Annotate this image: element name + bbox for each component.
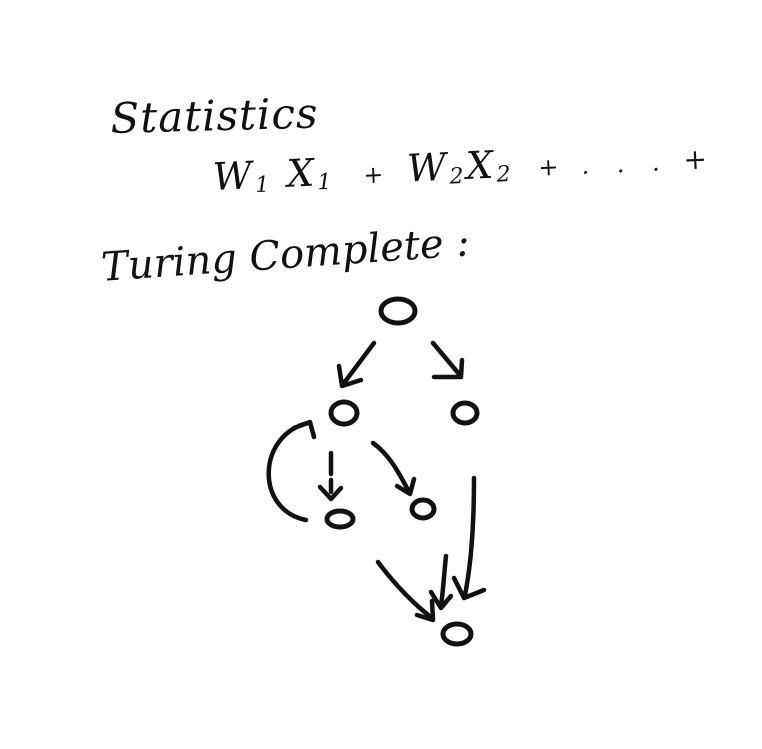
edge-root-right-arrow bbox=[430, 340, 465, 380]
node-sink bbox=[440, 621, 474, 647]
edge-right-sink-arrow bbox=[451, 475, 487, 601]
edge-left-child-b-arrow bbox=[370, 440, 417, 497]
node-left bbox=[328, 399, 360, 427]
node-left-child-b bbox=[409, 497, 437, 521]
edge-child-b-sink-arrow bbox=[428, 553, 454, 611]
edge-left-self-loop bbox=[266, 419, 317, 523]
node-left-child-a bbox=[324, 508, 356, 530]
edge-left-child-a-arrow bbox=[317, 450, 344, 502]
node-root bbox=[378, 296, 418, 326]
node-right bbox=[450, 400, 480, 426]
edge-child-a-sink-arrow bbox=[375, 559, 436, 623]
edge-root-left-arrow bbox=[336, 340, 377, 389]
